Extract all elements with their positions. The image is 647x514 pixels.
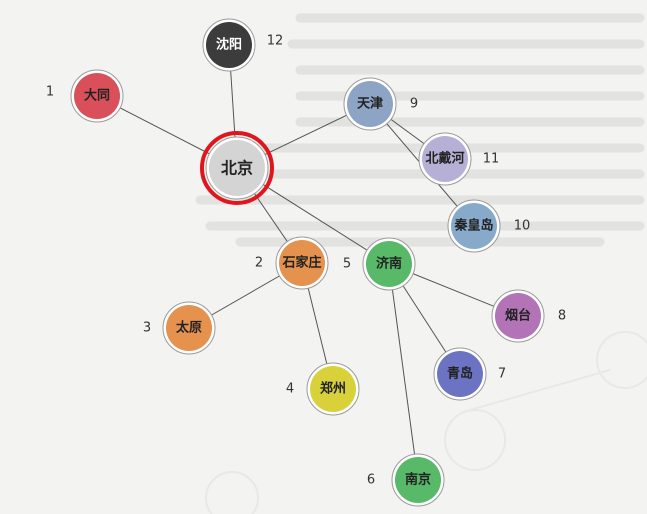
node-label: 天津 [357,96,383,112]
node-shijiazhuang: 石家庄 2 [255,236,329,290]
node-fill [437,351,483,397]
node-datong: 大同 1 [46,69,124,123]
node-number: 10 [514,219,531,234]
node-beijing: 北京 [200,131,274,205]
node-number: 7 [498,367,506,382]
node-label: 郑州 [320,381,346,397]
node-number: 12 [267,34,284,49]
node-fill [209,140,265,196]
highlight-ring [200,131,274,205]
node-fill [451,203,497,249]
node-fill [495,293,541,339]
node-label: 北戴河 [425,151,464,167]
node-label: 沈阳 [216,37,242,53]
node-label: 大同 [84,88,110,104]
node-shenyang: 沈阳 12 [202,18,284,72]
node-fill [395,457,441,503]
edge-jinan-nanjing [388,263,419,481]
node-qinhuangdao: 秦皇岛 10 [447,199,531,253]
node-fill [279,240,325,286]
node-number: 6 [367,473,375,488]
node-fill [166,305,212,351]
node-yantai: 烟台 8 [491,289,566,343]
node-number: 2 [255,256,263,271]
node-fill [422,136,468,182]
node-label: 秦皇岛 [453,218,493,234]
node-fill [347,81,393,127]
node-zhengzhou: 郑州 4 [286,362,360,416]
node-label: 青岛 [447,366,473,382]
node-number: 1 [46,85,54,100]
node-taiyuan: 太原 3 [143,301,216,355]
node-label: 南京 [405,472,431,488]
node-fill [74,73,120,119]
node-number: 5 [343,257,351,272]
node-nanjing: 南京 6 [367,453,445,507]
node-number: 4 [286,382,294,397]
node-number: 9 [410,97,418,112]
node-fill [310,366,356,412]
node-fill [366,241,412,287]
node-number: 11 [483,152,500,167]
node-label: 太原 [175,320,202,336]
node-label: 北京 [221,159,253,178]
node-number: 3 [143,321,151,336]
node-qingdao: 青岛 7 [433,347,506,401]
node-beidaihe: 北戴河 11 [418,132,500,186]
node-jinan: 济南 5 [343,237,416,291]
node-tianjin: 天津 9 [343,77,418,131]
node-label: 烟台 [505,308,531,324]
node-fill [206,22,252,68]
node-number: 8 [558,309,566,324]
node-label: 济南 [376,256,402,272]
node-label: 石家庄 [281,255,321,271]
